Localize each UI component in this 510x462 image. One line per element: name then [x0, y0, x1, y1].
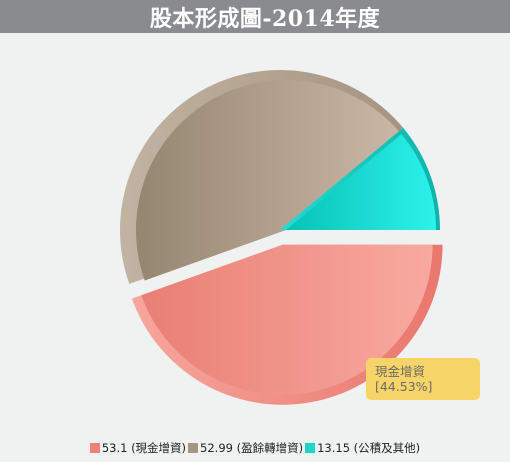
- legend-swatch: [188, 443, 199, 453]
- chart-title-bar: 股本形成圖-2014年度: [0, 0, 510, 33]
- pie-slice[interactable]: [286, 134, 436, 230]
- chart-legend: 53.1 (現金增資) 52.99 (盈餘轉增資) 13.15 (公積及其他): [0, 439, 510, 457]
- legend-item[interactable]: 13.15 (公積及其他): [305, 440, 420, 456]
- legend-item[interactable]: 53.1 (現金增資): [89, 440, 187, 456]
- tooltip-percent: [44.53%]: [375, 379, 433, 394]
- legend-label: 53.1 (現金增資): [101, 441, 187, 455]
- chart-title: 股本形成圖-2014年度: [149, 5, 381, 32]
- legend-swatch: [89, 443, 100, 453]
- legend-item[interactable]: 52.99 (盈餘轉增資): [188, 440, 303, 456]
- legend-label: 13.15 (公積及其他): [317, 441, 421, 455]
- pie-slice[interactable]: [141, 244, 433, 395]
- tooltip-name: 現金增資: [375, 364, 426, 379]
- legend-label: 52.99 (盈餘轉增資): [200, 441, 304, 455]
- slice-tooltip: 現金增資 [44.53%]: [366, 358, 480, 400]
- pie-slice[interactable]: [135, 79, 402, 281]
- pie-chart: [120, 70, 443, 405]
- legend-swatch: [305, 443, 316, 453]
